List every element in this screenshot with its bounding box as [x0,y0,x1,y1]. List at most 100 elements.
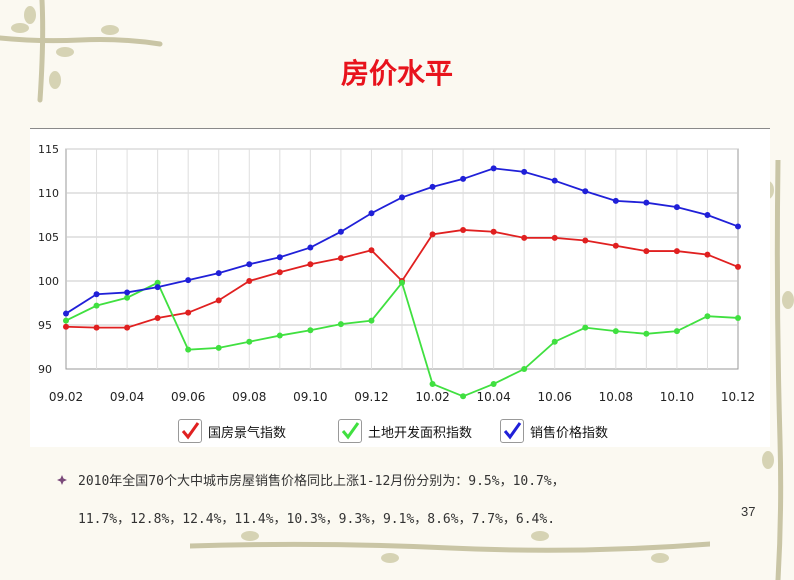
legend-label: 土地开发面积指数 [368,425,473,441]
line-chart: 90 95 100 105 110 115 09.02 09.04 09.06 09.08 09.1… [38,143,755,404]
data-point [612,242,619,249]
x-tick-label: 09.10 [293,390,327,404]
data-point [154,279,161,286]
checkbox-icon [178,419,202,443]
legend-label: 销售价格指数 [530,425,609,441]
data-point [276,254,283,261]
data-point [246,261,253,268]
data-point [551,177,558,184]
data-point [612,197,619,204]
data-point [490,380,497,387]
data-point [124,324,131,331]
data-point [582,188,589,195]
data-point [124,289,131,296]
y-tick-label: 100 [38,275,59,288]
data-point [63,317,69,324]
data-point [399,194,405,201]
data-point [551,338,558,345]
data-point [460,175,467,182]
data-point [215,344,222,351]
data-point [337,228,344,235]
data-point [93,291,100,298]
data-point [246,338,253,345]
data-point [93,324,100,331]
x-tick-label: 09.04 [110,390,144,404]
data-point [215,297,222,304]
data-point [63,323,69,330]
data-point [185,309,192,316]
decorative-vine-bottom [190,531,710,563]
data-point [643,199,650,206]
data-point [735,263,741,270]
data-point [368,210,375,217]
data-point [185,277,192,284]
data-point [215,270,222,277]
data-point [429,231,436,238]
data-point [460,226,467,233]
data-point [276,332,283,339]
x-tick-label: 10.02 [415,390,449,404]
data-point [521,234,528,241]
y-tick-label: 90 [38,363,52,376]
data-point [704,251,711,258]
data-point [63,310,69,317]
x-tick-label: 09.02 [49,390,83,404]
data-point [704,212,711,218]
data-point [673,328,680,335]
data-point [154,314,161,321]
chart-panel: 90 95 100 105 110 115 09.02 09.04 09.06 09.08 09.1… [30,128,770,447]
slide-title: 房价水平 [340,57,453,90]
data-point [307,244,314,251]
decorative-vine-top-left [0,0,163,103]
data-point [276,269,283,276]
x-tick-label: 09.12 [354,390,388,404]
y-tick-label: 115 [38,143,59,156]
y-tick-label: 110 [38,187,59,200]
data-point [337,321,344,328]
data-point [673,204,680,211]
data-point [368,247,375,254]
data-point [185,346,192,353]
data-point [521,366,528,372]
data-point [337,255,344,262]
data-point [490,165,497,172]
x-tick-label: 09.06 [171,390,205,404]
checkbox-icon [338,419,362,443]
data-point [93,302,100,309]
data-point [643,248,650,255]
x-tick-label: 10.12 [721,390,755,404]
data-point [490,228,497,235]
legend-item-series-2: 土地开发面积指数 [338,418,472,444]
caption-line-2: 11.7%，12.8%，12.4%，11.4%，10.3%，9.3%，9.1%，… [78,512,556,527]
x-tick-label: 10.04 [476,390,510,404]
data-point [460,393,467,400]
x-tick-label: 10.08 [599,390,633,404]
data-point [429,380,436,387]
data-point [154,284,161,291]
checkbox-icon [500,419,524,443]
data-point [551,234,558,241]
data-point [429,183,436,190]
data-point [612,328,619,335]
legend-item-series-3: 销售价格指数 [500,418,608,444]
y-tick-label: 95 [38,319,52,332]
legend-item-series-1: 国房景气指数 [178,418,286,444]
data-point [307,261,314,268]
caption-line-1: 2010年全国70个大中城市房屋销售价格同比上涨1-12月份分别为：9.5%，1… [78,474,565,489]
data-point [368,317,375,324]
x-tick-label: 09.08 [232,390,266,404]
y-tick-label: 105 [38,231,59,244]
x-tick-label: 10.06 [538,390,572,404]
data-point [673,248,680,255]
bullet-icon [57,475,67,485]
data-point [735,314,741,321]
data-point [399,279,405,286]
data-point [735,223,741,230]
data-point [307,327,314,334]
data-point [643,330,650,337]
data-point [246,278,253,284]
data-point [582,324,589,331]
data-point [124,294,131,301]
data-point [704,313,711,320]
data-point [521,168,528,175]
